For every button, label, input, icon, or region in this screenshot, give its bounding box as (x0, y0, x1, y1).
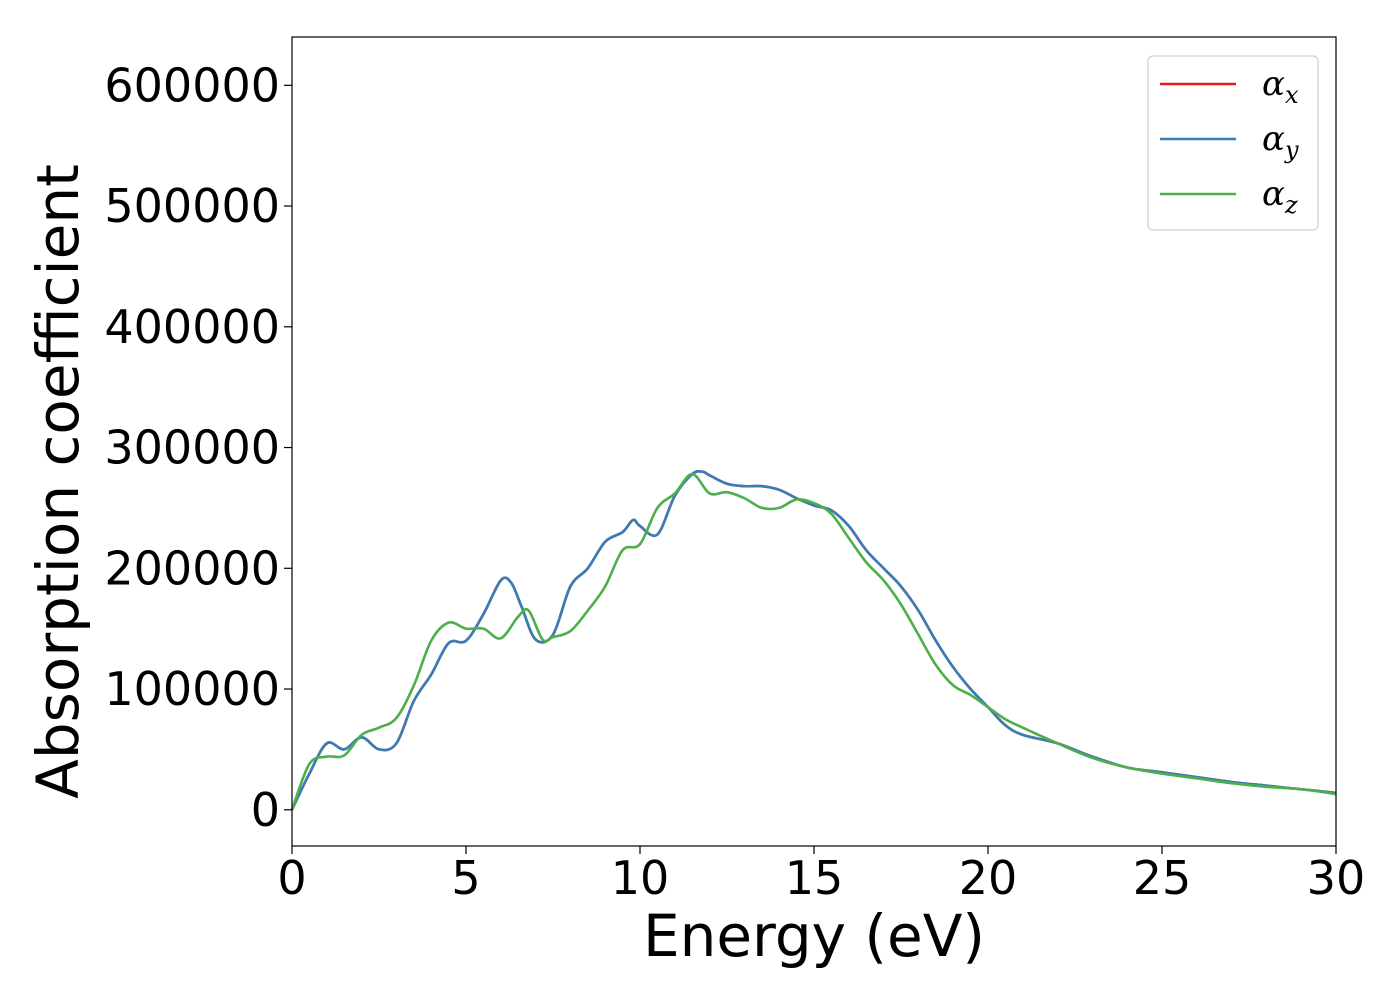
series-layer (290, 470, 1337, 811)
x-axis-label: Energy (eV) (643, 902, 985, 970)
y-tick-label: 600000 (104, 58, 280, 112)
y-axis: 0 100000 200000 300000 400000 500000 600000 (104, 58, 292, 837)
series-line-alpha-y (290, 470, 1337, 811)
series-line-alpha-z (290, 472, 1337, 811)
x-tick-label: 5 (451, 851, 480, 905)
legend-label-alpha-z: αz (1262, 174, 1298, 219)
y-tick-label: 100000 (104, 662, 280, 716)
legend-box (1147, 55, 1319, 231)
x-axis: 0 5 10 15 20 25 30 (277, 846, 1365, 905)
x-tick-label: 10 (611, 851, 670, 905)
legend-label-alpha-x: αx (1262, 64, 1299, 109)
legend-label-alpha-y: αy (1262, 119, 1299, 164)
legend: αx αy αz (1147, 55, 1319, 231)
x-tick-label: 0 (277, 851, 306, 905)
x-tick-label: 15 (785, 851, 844, 905)
y-tick-label: 400000 (104, 300, 280, 354)
x-tick-label: 20 (959, 851, 1018, 905)
x-tick-label: 30 (1307, 851, 1366, 905)
x-tick-label: 25 (1133, 851, 1192, 905)
y-tick-label: 0 (251, 783, 280, 837)
y-tick-label: 500000 (104, 179, 280, 233)
y-tick-label: 300000 (104, 421, 280, 475)
series-line-alpha-x (290, 470, 1337, 811)
y-axis-label: Absorption coefficient (24, 164, 92, 799)
y-tick-label: 200000 (104, 541, 280, 595)
